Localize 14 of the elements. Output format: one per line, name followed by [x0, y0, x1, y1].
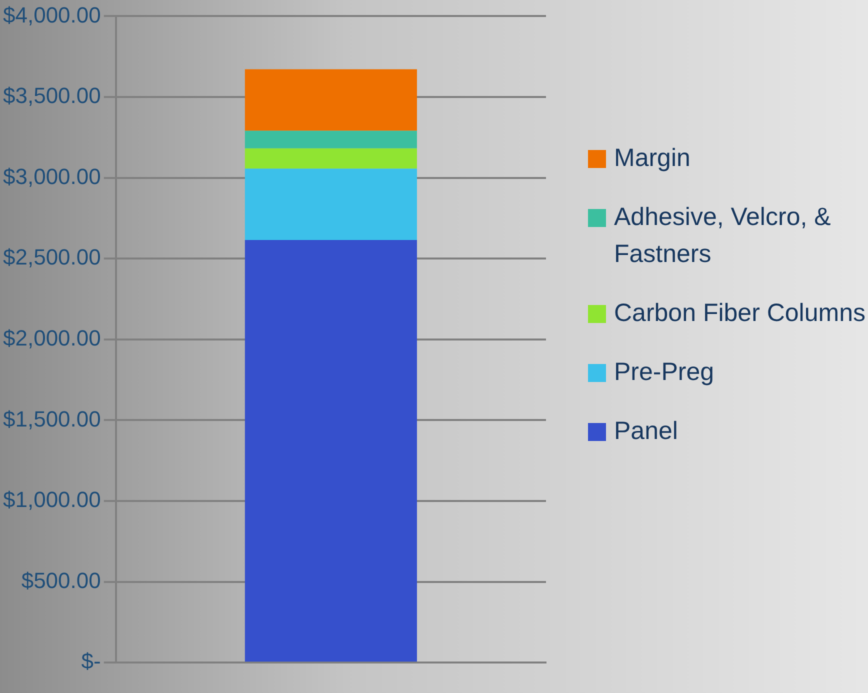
legend-label: Adhesive, Velcro, & Fastners [614, 202, 832, 270]
y-tick-label: $500.00 [21, 568, 101, 593]
y-tick-label: $1,500.00 [2, 406, 101, 432]
legend-label: Carbon Fiber Columns [614, 298, 866, 329]
legend-label: Margin [614, 143, 690, 174]
y-tick-label: $3,500.00 [2, 83, 101, 108]
y-tick-label: $1,000.00 [2, 487, 101, 512]
legend-label: Pre-Preg [614, 357, 714, 388]
y-tick-label: $- [81, 648, 101, 674]
y-tick-label: $2,500.00 [2, 244, 101, 270]
y-tick-label: $4,000.00 [2, 2, 101, 28]
y-tick-label: $3,000.00 [2, 164, 101, 189]
y-tick-label: $2,000.00 [2, 325, 101, 350]
legend-label: Panel [614, 416, 678, 447]
